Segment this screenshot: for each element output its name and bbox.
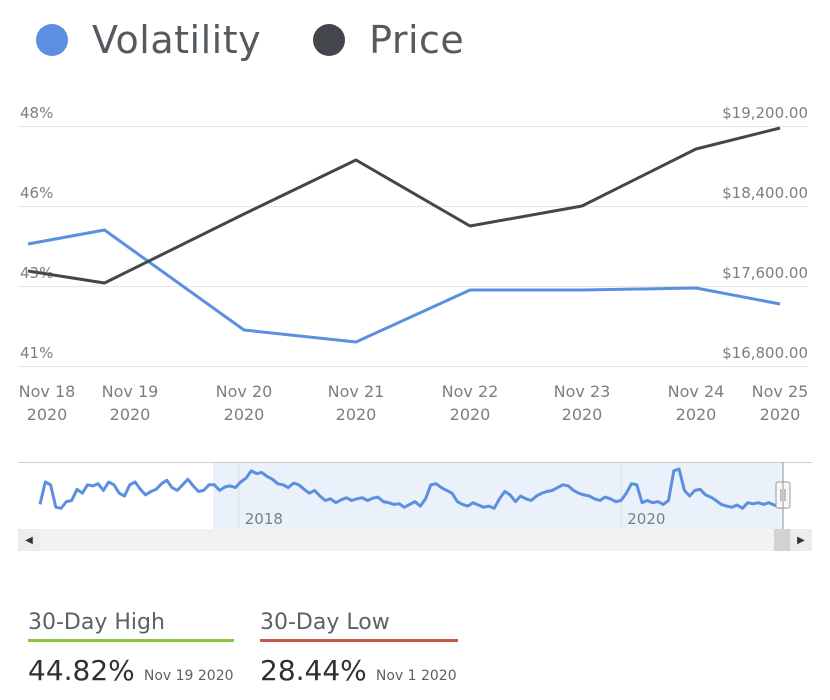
x-tick-label-line2: 2020 [676,405,717,424]
navigator-series-line [38,467,791,510]
x-tick-label-line2: 2020 [336,405,377,424]
stat-high-label: 30-Day High [28,610,165,635]
stat-low-value: 28.44% [260,654,367,687]
stat-high-value-row: 44.82% Nov 19 2020 [28,654,234,687]
navigator-year-label: 2018 [245,510,283,528]
stat-low-value-row: 28.44% Nov 1 2020 [260,654,458,687]
stat-low-date: Nov 1 2020 [375,668,457,684]
x-tick-label-line2: 2020 [450,405,491,424]
stat-high-underline [28,639,234,642]
stat-high-value: 44.82% [28,654,135,687]
right-axis-tick-label: $17,600.00 [722,264,808,282]
legend-volatility-label: Volatility [92,18,262,62]
scrollbar-thumb[interactable] [774,529,790,551]
stat-low-label: 30-Day Low [260,610,390,635]
x-tick-label-line2: 2020 [110,405,151,424]
x-tick-label-line1: Nov 21 [328,382,385,401]
x-tick-label-line1: Nov 20 [216,382,273,401]
right-axis-tick-label: $19,200.00 [722,104,808,122]
navigator-selected-range [213,462,784,530]
x-axis-labels: Nov 18 2020 Nov 19 2020 Nov 20 2020 Nov 21 2020… [19,382,809,424]
left-axis-tick-label: 48% [20,104,53,122]
legend-price-dot [313,24,346,56]
x-tick-label-line2: 2020 [224,405,265,424]
navigator-year-label: 2020 [627,510,665,528]
legend-volatility-dot [36,24,68,56]
x-tick-label-line1: Nov 18 [19,382,76,401]
stat-30-day-high: 30-Day High 44.82% Nov 19 2020 [28,610,234,687]
navigator-handle[interactable] [775,462,791,530]
x-tick-label-line1: Nov 22 [442,382,499,401]
grid-lines [18,126,808,367]
x-tick-label-line2: 2020 [562,405,603,424]
stat-high-date: Nov 19 2020 [143,668,234,684]
legend-price-label: Price [369,18,465,62]
x-tick-label-line1: Nov 23 [554,382,611,401]
left-axis-tick-label: 41% [20,344,53,362]
stat-low-underline [260,639,458,642]
x-tick-label-line2: 2020 [27,405,68,424]
x-tick-label-line1: Nov 19 [102,382,159,401]
right-axis-tick-label: $18,400.00 [722,184,808,202]
right-axis-tick-label: $16,800.00 [722,344,808,362]
scrollbar-track[interactable] [40,529,790,551]
chart-legend: Volatility Price [36,18,516,62]
series-line-volatility[interactable] [27,228,781,344]
x-tick-label-line2: 2020 [760,405,801,424]
x-tick-label-line1: Nov 25 [752,382,809,401]
series-line-price[interactable] [27,126,781,285]
navigator-year-markers: 2018 2020 [238,462,665,530]
scroll-right-button[interactable]: ▶ [790,529,812,551]
x-tick-label-line1: Nov 24 [668,382,725,401]
legend-item-price[interactable]: Price [313,18,464,62]
left-axis-tick-label: 46% [20,184,53,202]
stat-30-day-low: 30-Day Low 28.44% Nov 1 2020 [260,610,458,687]
range-navigator[interactable]: 2018 2020 [18,462,812,530]
series-lines [27,126,781,344]
legend-item-volatility[interactable]: Volatility [36,18,261,62]
scroll-left-button[interactable]: ◀ [18,529,40,551]
